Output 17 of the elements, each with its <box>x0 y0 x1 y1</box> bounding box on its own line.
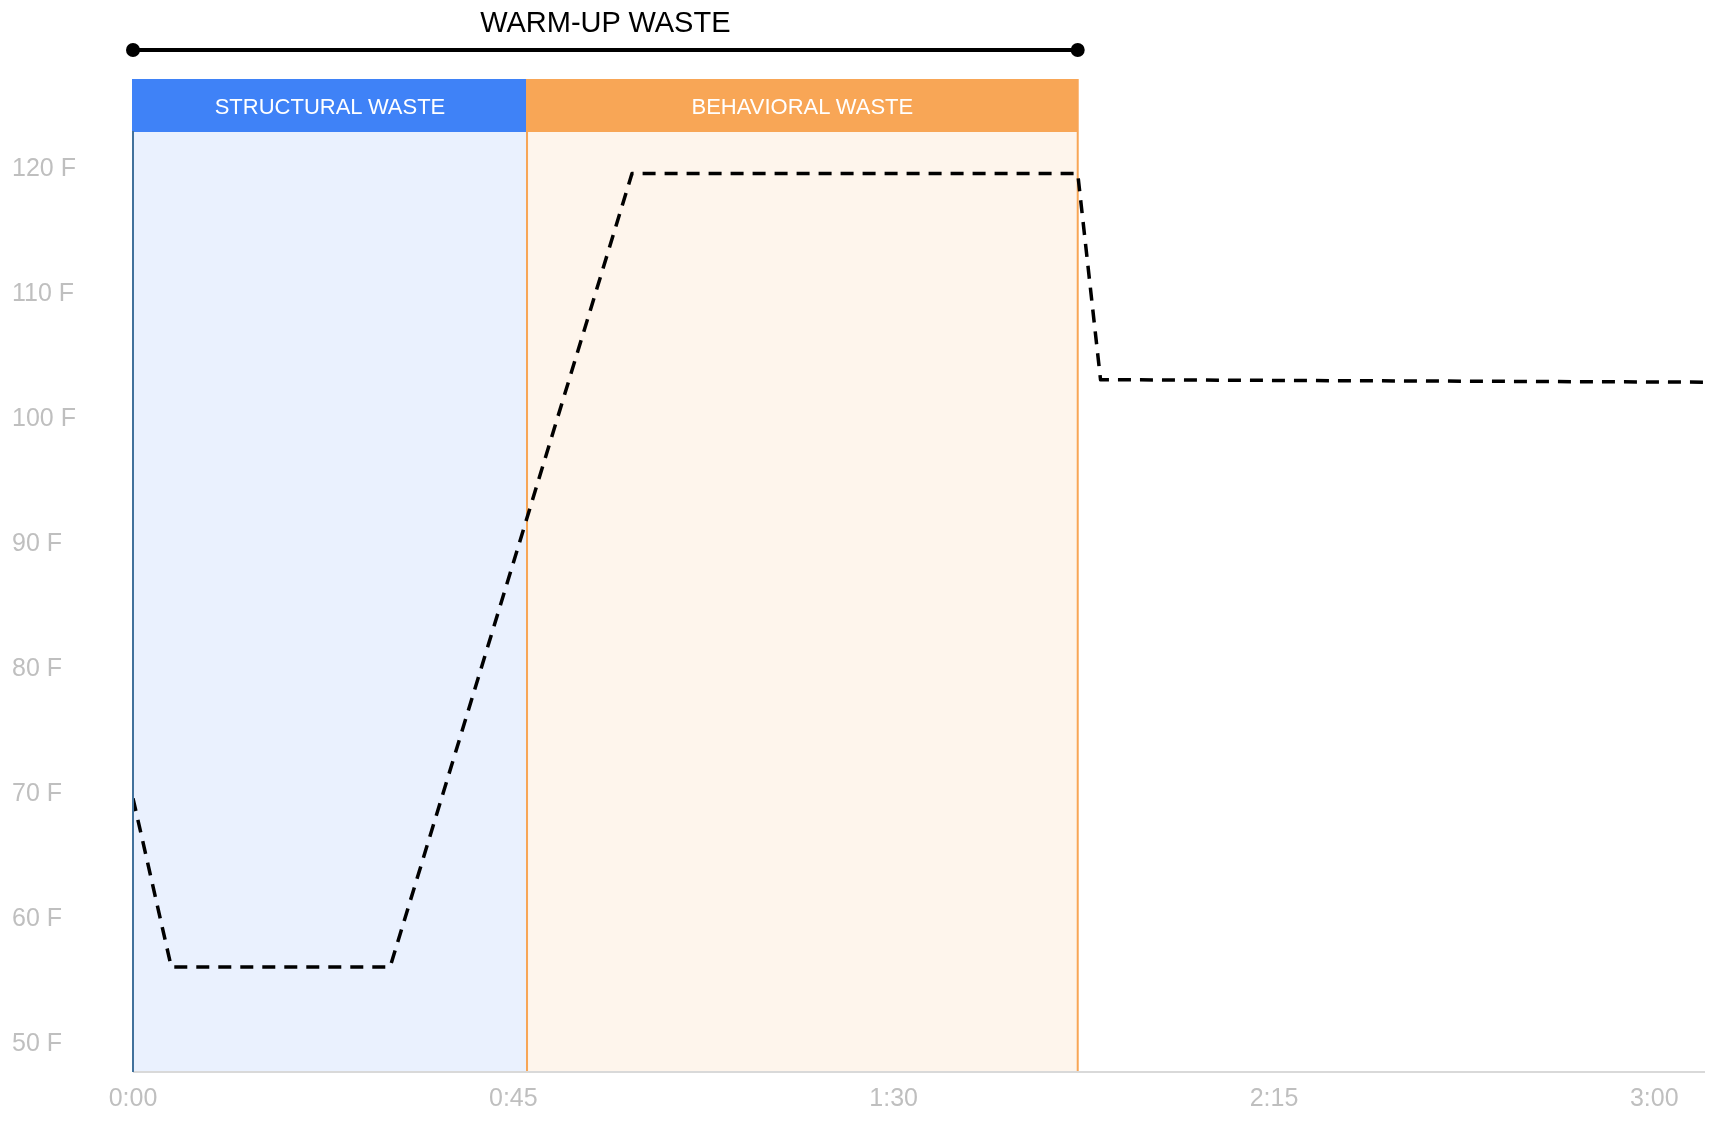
text: WARM-UP WASTE <box>480 6 731 38</box>
y-tick-label: 110 F <box>12 278 75 307</box>
line-series <box>133 171 1705 969</box>
x-tick-label: 0:00 <box>108 1082 158 1111</box>
y-tick-label: 90 F <box>12 528 63 557</box>
y-tick-label: 100 F <box>12 403 76 432</box>
y-tick-label: 70 F <box>12 777 63 806</box>
y-tick-label: 60 F <box>12 902 63 931</box>
x-tick-label: 2:15 <box>1249 1082 1299 1111</box>
y-tick-label: 80 F <box>12 652 63 681</box>
y-tick-label: 50 F <box>12 1027 63 1056</box>
x-tick-label: 0:45 <box>488 1082 538 1111</box>
band-label: STRUCTURAL WASTE <box>214 94 446 119</box>
x-tick-label: 3:00 <box>1629 1082 1679 1111</box>
y-tick-label: 120 F <box>12 153 76 182</box>
x-tick-label: 1:30 <box>869 1082 918 1111</box>
band-label: BEHAVIORAL WASTE <box>691 94 914 119</box>
